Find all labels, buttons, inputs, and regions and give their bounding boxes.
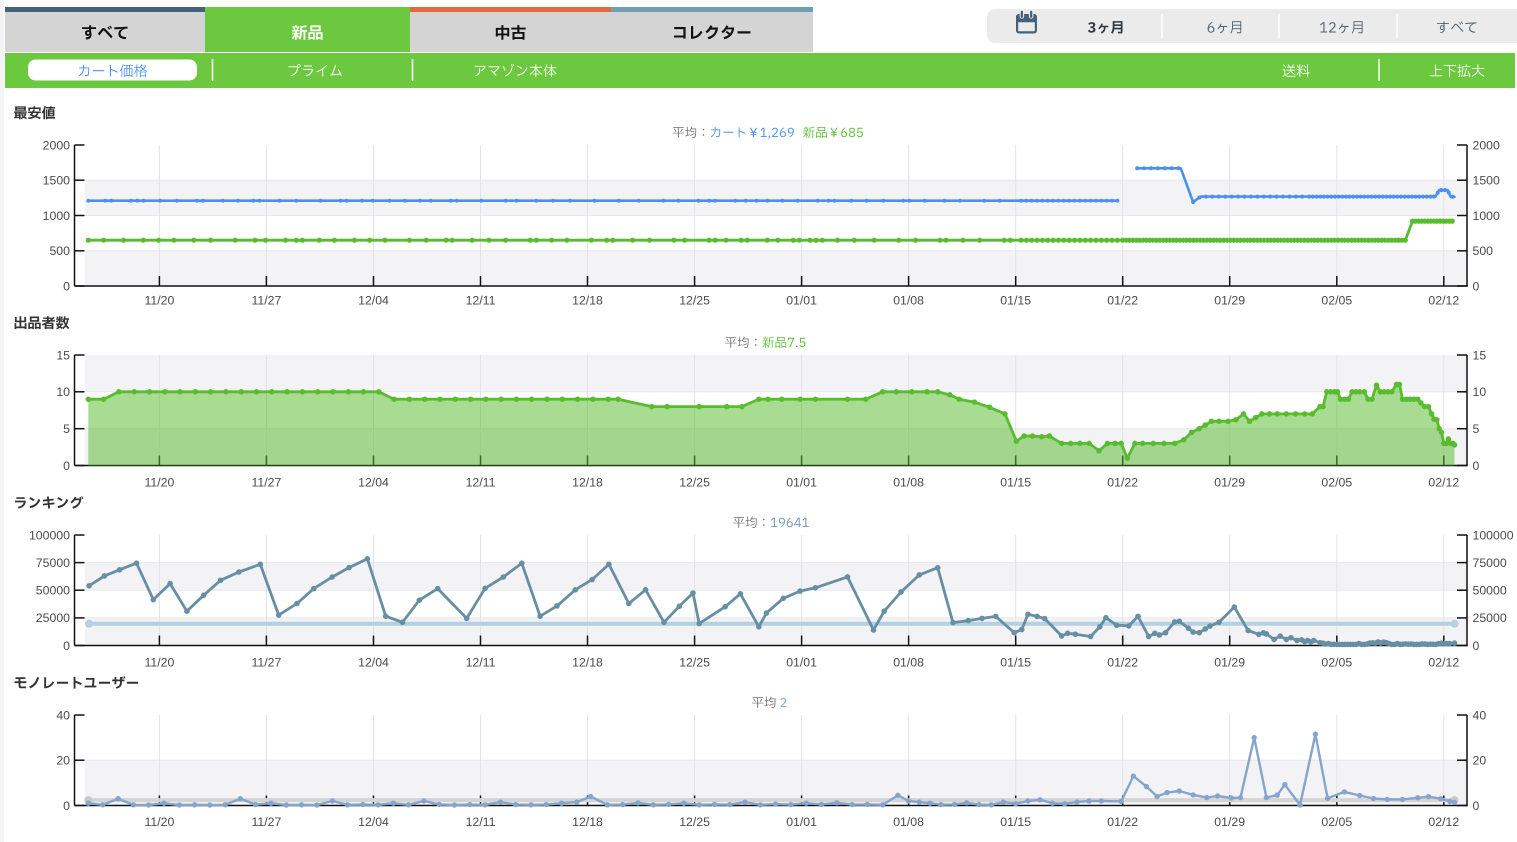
svg-text:0: 0 (1473, 799, 1480, 813)
svg-text:40: 40 (1473, 708, 1487, 722)
svg-text:500: 500 (49, 244, 70, 258)
svg-text:25000: 25000 (1473, 611, 1507, 625)
svg-text:01/22: 01/22 (1107, 656, 1138, 670)
svg-text:02/12: 02/12 (1428, 476, 1459, 490)
svg-text:12/04: 12/04 (358, 656, 389, 670)
svg-text:01/15: 01/15 (1000, 476, 1031, 490)
svg-text:20: 20 (56, 754, 70, 768)
svg-text:12/04: 12/04 (358, 476, 389, 490)
svg-text:12/25: 12/25 (679, 294, 710, 308)
svg-text:11/27: 11/27 (251, 476, 281, 490)
svg-text:5: 5 (1473, 422, 1480, 436)
svg-text:1000: 1000 (43, 209, 71, 223)
svg-text:500: 500 (1473, 244, 1494, 258)
svg-text:15: 15 (1473, 348, 1487, 362)
svg-text:11/27: 11/27 (251, 656, 281, 670)
svg-text:01/15: 01/15 (1000, 815, 1031, 829)
svg-text:12/25: 12/25 (679, 476, 710, 490)
svg-text:11/27: 11/27 (251, 815, 281, 829)
svg-text:01/29: 01/29 (1214, 815, 1245, 829)
svg-text:11/20: 11/20 (144, 656, 174, 670)
svg-text:02/12: 02/12 (1428, 815, 1459, 829)
svg-text:01/15: 01/15 (1000, 656, 1031, 670)
svg-text:12/11: 12/11 (466, 815, 496, 829)
svg-text:12/18: 12/18 (572, 476, 603, 490)
svg-text:50000: 50000 (1473, 584, 1507, 598)
svg-text:12/04: 12/04 (358, 294, 389, 308)
svg-text:2000: 2000 (1473, 138, 1501, 152)
svg-text:0: 0 (63, 799, 70, 813)
svg-text:12/25: 12/25 (679, 656, 710, 670)
svg-text:0: 0 (1473, 639, 1480, 653)
svg-text:2000: 2000 (43, 138, 71, 152)
svg-text:10: 10 (56, 385, 70, 399)
svg-text:0: 0 (63, 459, 70, 473)
svg-text:01/22: 01/22 (1107, 294, 1138, 308)
svg-text:1500: 1500 (43, 174, 71, 188)
svg-text:02/12: 02/12 (1428, 294, 1459, 308)
svg-text:02/05: 02/05 (1321, 656, 1352, 670)
svg-text:02/05: 02/05 (1321, 294, 1352, 308)
svg-text:12/11: 12/11 (466, 656, 496, 670)
svg-text:1500: 1500 (1473, 174, 1501, 188)
svg-text:12/04: 12/04 (358, 815, 389, 829)
svg-text:12/25: 12/25 (679, 815, 710, 829)
svg-text:01/08: 01/08 (893, 815, 924, 829)
svg-text:01/29: 01/29 (1214, 656, 1245, 670)
svg-text:0: 0 (1473, 279, 1480, 293)
svg-text:0: 0 (63, 279, 70, 293)
svg-text:01/22: 01/22 (1107, 815, 1138, 829)
svg-text:01/01: 01/01 (786, 476, 817, 490)
svg-text:1000: 1000 (1473, 209, 1501, 223)
svg-text:12/11: 12/11 (466, 476, 496, 490)
svg-text:12/18: 12/18 (572, 656, 603, 670)
svg-text:40: 40 (56, 708, 70, 722)
svg-text:02/12: 02/12 (1428, 656, 1459, 670)
svg-text:01/22: 01/22 (1107, 476, 1138, 490)
svg-text:01/08: 01/08 (893, 294, 924, 308)
svg-text:15: 15 (56, 348, 70, 362)
svg-text:02/05: 02/05 (1321, 476, 1352, 490)
svg-text:100000: 100000 (29, 528, 70, 542)
svg-text:20: 20 (1473, 754, 1487, 768)
svg-text:75000: 75000 (1473, 556, 1507, 570)
svg-text:12/11: 12/11 (466, 294, 496, 308)
svg-text:12/18: 12/18 (572, 815, 603, 829)
svg-text:10: 10 (1473, 385, 1487, 399)
svg-text:11/27: 11/27 (251, 294, 281, 308)
svg-text:5: 5 (63, 422, 70, 436)
svg-text:50000: 50000 (36, 584, 70, 598)
svg-text:02/05: 02/05 (1321, 815, 1352, 829)
svg-text:100000: 100000 (1473, 528, 1514, 542)
svg-text:01/08: 01/08 (893, 476, 924, 490)
svg-text:75000: 75000 (36, 556, 70, 570)
svg-text:01/08: 01/08 (893, 656, 924, 670)
svg-text:01/15: 01/15 (1000, 294, 1031, 308)
svg-text:12/18: 12/18 (572, 294, 603, 308)
svg-text:11/20: 11/20 (144, 476, 174, 490)
svg-text:01/01: 01/01 (786, 815, 817, 829)
svg-text:01/01: 01/01 (786, 294, 817, 308)
svg-text:11/20: 11/20 (144, 815, 174, 829)
svg-text:25000: 25000 (36, 611, 70, 625)
svg-text:0: 0 (63, 639, 70, 653)
svg-text:11/20: 11/20 (144, 294, 174, 308)
svg-text:0: 0 (1473, 459, 1480, 473)
svg-text:01/01: 01/01 (786, 656, 817, 670)
svg-text:01/29: 01/29 (1214, 476, 1245, 490)
svg-text:01/29: 01/29 (1214, 294, 1245, 308)
